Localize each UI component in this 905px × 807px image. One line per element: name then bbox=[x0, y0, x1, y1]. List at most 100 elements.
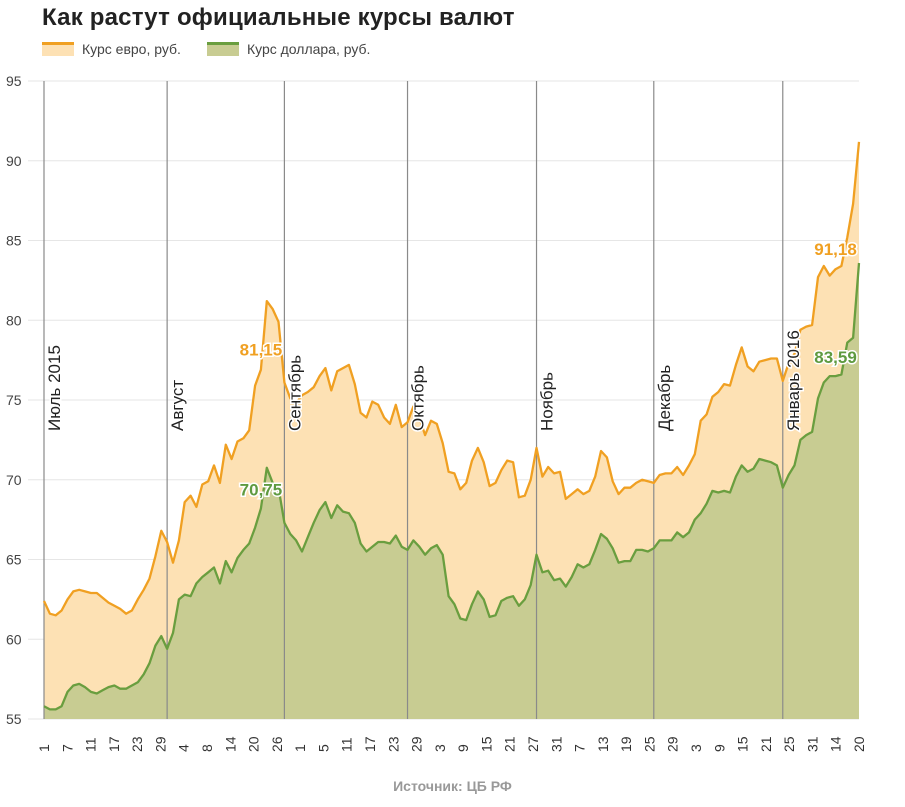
data-point-euro bbox=[834, 268, 836, 270]
data-point-usd bbox=[817, 397, 819, 399]
data-point-euro bbox=[752, 370, 754, 372]
data-point-euro bbox=[313, 386, 315, 388]
data-point-usd bbox=[617, 561, 619, 563]
y-tick-label: 90 bbox=[6, 153, 22, 169]
data-point-euro bbox=[248, 429, 250, 431]
x-tick-label: 14 bbox=[222, 736, 238, 752]
data-point-euro bbox=[617, 493, 619, 495]
data-point-euro bbox=[529, 479, 531, 481]
data-point-euro bbox=[682, 474, 684, 476]
data-point-usd bbox=[447, 595, 449, 597]
data-point-usd bbox=[787, 474, 789, 476]
month-label: Ноябрь bbox=[538, 372, 557, 431]
data-point-euro bbox=[166, 541, 168, 543]
data-point-usd bbox=[283, 522, 285, 524]
x-tick-label: 7 bbox=[572, 744, 588, 752]
data-point-euro bbox=[137, 598, 139, 600]
data-point-usd bbox=[84, 686, 86, 688]
data-point-euro bbox=[758, 361, 760, 363]
data-point-euro bbox=[178, 539, 180, 541]
data-point-euro bbox=[512, 461, 514, 463]
data-point-euro bbox=[535, 447, 537, 449]
data-point-euro bbox=[354, 383, 356, 385]
data-point-euro bbox=[119, 608, 121, 610]
data-point-euro bbox=[107, 601, 109, 603]
data-point-euro bbox=[254, 384, 256, 386]
data-point-euro bbox=[647, 480, 649, 482]
data-point-euro bbox=[576, 488, 578, 490]
y-tick-label: 80 bbox=[6, 312, 22, 328]
data-point-usd bbox=[131, 684, 133, 686]
data-point-usd bbox=[154, 644, 156, 646]
data-point-euro bbox=[154, 555, 156, 557]
x-tick-label: 14 bbox=[828, 736, 844, 752]
data-point-euro bbox=[131, 609, 133, 611]
data-point-usd bbox=[330, 517, 332, 519]
data-point-usd bbox=[705, 502, 707, 504]
data-point-usd bbox=[236, 557, 238, 559]
source-note: Источник: ЦБ РФ bbox=[393, 778, 512, 794]
data-point-euro bbox=[277, 321, 279, 323]
data-point-usd bbox=[770, 461, 772, 463]
data-point-usd bbox=[101, 689, 103, 691]
data-point-usd bbox=[459, 617, 461, 619]
data-point-usd bbox=[119, 687, 121, 689]
data-point-usd bbox=[541, 571, 543, 573]
data-point-usd bbox=[148, 662, 150, 664]
data-point-euro bbox=[142, 589, 144, 591]
data-point-euro bbox=[43, 600, 45, 602]
data-point-euro bbox=[846, 236, 848, 238]
x-tick-label: 20 bbox=[851, 736, 867, 752]
data-point-usd bbox=[383, 541, 385, 543]
data-point-euro bbox=[172, 561, 174, 563]
data-point-usd bbox=[406, 549, 408, 551]
data-point-usd bbox=[395, 534, 397, 536]
data-point-usd bbox=[201, 576, 203, 578]
x-tick-label: 3 bbox=[432, 744, 448, 752]
data-point-euro bbox=[84, 590, 86, 592]
y-tick-label: 55 bbox=[6, 711, 22, 727]
data-point-usd bbox=[336, 504, 338, 506]
data-point-euro bbox=[600, 450, 602, 452]
x-tick-label: 21 bbox=[502, 736, 518, 752]
area-usd bbox=[44, 263, 859, 719]
data-point-euro bbox=[559, 471, 561, 473]
data-point-euro bbox=[49, 613, 51, 615]
data-point-usd bbox=[471, 603, 473, 605]
data-point-euro bbox=[694, 453, 696, 455]
data-point-usd bbox=[782, 487, 784, 489]
x-tick-label: 25 bbox=[781, 736, 797, 752]
data-point-usd bbox=[60, 705, 62, 707]
x-tick-label: 19 bbox=[618, 736, 634, 752]
data-point-euro bbox=[96, 592, 98, 594]
x-tick-label: 20 bbox=[246, 736, 262, 752]
data-point-euro bbox=[424, 434, 426, 436]
data-point-euro bbox=[764, 359, 766, 361]
data-point-usd bbox=[96, 692, 98, 694]
data-point-euro bbox=[828, 274, 830, 276]
data-point-usd bbox=[805, 434, 807, 436]
data-point-euro bbox=[606, 456, 608, 458]
month-label: Октябрь bbox=[409, 365, 428, 431]
line-euro bbox=[42, 141, 861, 617]
data-point-usd bbox=[313, 522, 315, 524]
data-point-euro bbox=[324, 367, 326, 369]
data-point-usd bbox=[400, 546, 402, 548]
x-tick-label: 1 bbox=[36, 744, 52, 752]
data-point-usd bbox=[453, 603, 455, 605]
data-point-euro bbox=[735, 364, 737, 366]
y-tick-label: 70 bbox=[6, 472, 22, 488]
x-tick-label: 25 bbox=[641, 736, 657, 752]
data-point-usd bbox=[371, 546, 373, 548]
data-point-usd bbox=[570, 576, 572, 578]
data-point-euro bbox=[811, 324, 813, 326]
data-point-euro bbox=[570, 493, 572, 495]
month-label: Январь 2016 bbox=[784, 330, 803, 431]
data-point-usd bbox=[858, 262, 860, 264]
data-point-usd bbox=[553, 579, 555, 581]
data-point-euro bbox=[518, 496, 520, 498]
data-point-usd bbox=[741, 464, 743, 466]
data-point-usd bbox=[547, 569, 549, 571]
legend-swatch-euro bbox=[42, 42, 74, 56]
x-tick-label: 29 bbox=[152, 736, 168, 752]
